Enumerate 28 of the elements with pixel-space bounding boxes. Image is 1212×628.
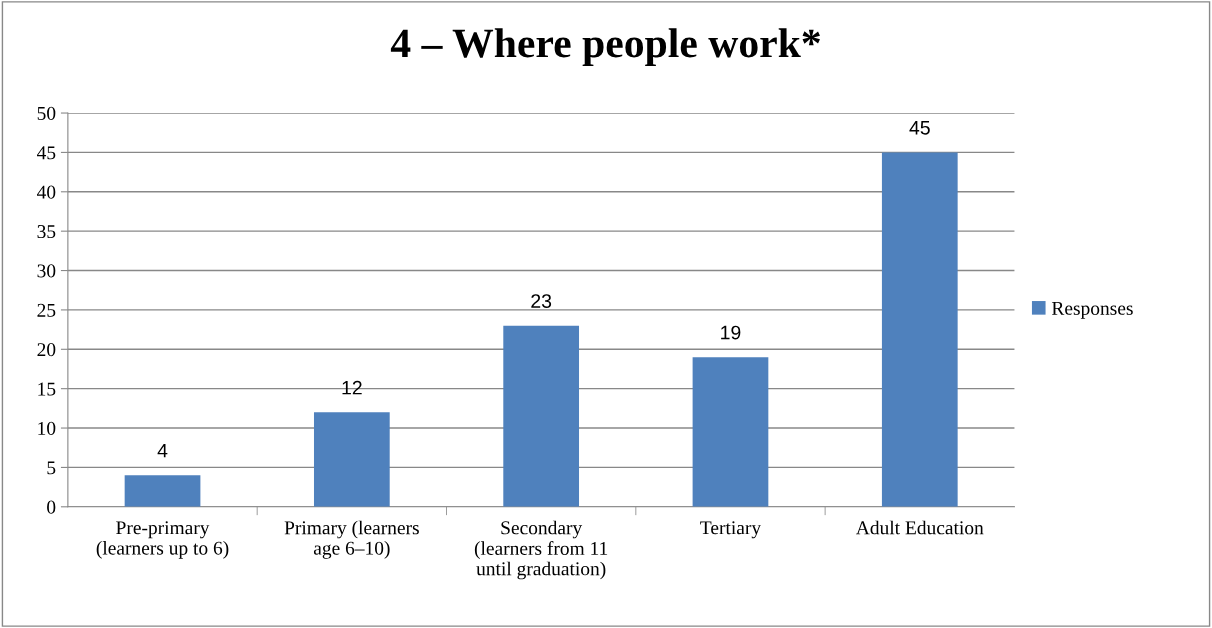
y-tick-label: 20: [37, 343, 56, 357]
x-tick-label: Adult Education: [855, 520, 984, 535]
y-tick-label: 30: [37, 264, 56, 278]
y-tick-label: 40: [37, 185, 56, 199]
y-tick-label: 45: [37, 146, 56, 160]
data-label: 12: [342, 380, 362, 395]
chart-title: 4 – Where people work*: [390, 28, 820, 66]
x-tick-label: Primary (learners age 6–10): [284, 520, 419, 559]
bar: [503, 325, 580, 507]
bar: [313, 412, 390, 507]
y-tick-label: 35: [37, 225, 56, 239]
y-tick-label: 5: [47, 461, 56, 475]
y-tick-label: 15: [38, 382, 56, 396]
x-tick-label: Tertiary: [700, 521, 762, 539]
y-tick-label: 10: [38, 421, 56, 435]
data-label: 45: [909, 121, 930, 135]
x-tick-label: Pre-primary (learners up to 6): [96, 521, 229, 559]
legend-label: Responses: [1051, 301, 1133, 319]
y-tick-label: 25: [37, 303, 56, 317]
x-tick-label: Secondary (learners from 11 until graduation): [474, 520, 608, 580]
bar: [881, 152, 958, 507]
data-label: 4: [157, 443, 168, 458]
y-tick-label: 0: [47, 500, 56, 514]
data-label: 23: [531, 294, 552, 308]
y-tick-label: 50: [37, 106, 56, 120]
bar: [692, 357, 769, 507]
data-label: 19: [721, 325, 741, 340]
bar: [124, 475, 201, 507]
